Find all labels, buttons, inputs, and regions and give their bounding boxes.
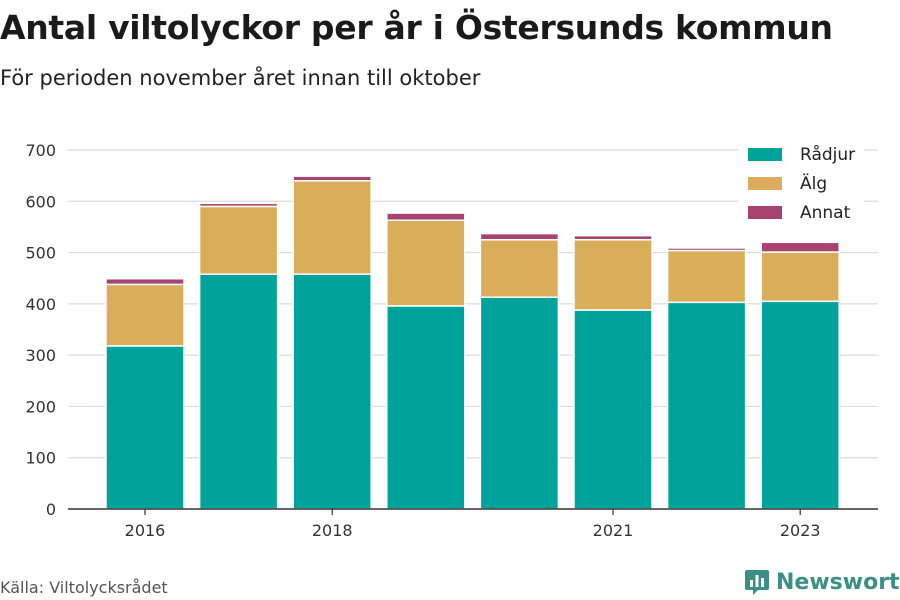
legend-label-annat: Annat — [800, 203, 851, 223]
chart-subtitle: För perioden november året innan till ok… — [0, 66, 481, 90]
axes: 0 100 200 300 400 500 600 700 2016 2018 2021 2023 — [25, 141, 878, 540]
bar-2019-annat — [386, 212, 466, 222]
legend: Rådjur Älg Annat — [738, 140, 864, 228]
bar-2021-älg — [573, 239, 653, 311]
y-tick-label-500: 500 — [25, 244, 56, 263]
bar-2019-rådjur — [386, 305, 466, 510]
bar-2022-annat — [666, 247, 747, 252]
bar-2022-rådjur — [666, 301, 747, 510]
bar-2017-älg — [198, 205, 279, 275]
bar-2021-rådjur — [573, 309, 653, 510]
bar-2022-älg — [666, 249, 747, 304]
y-tick-label-100: 100 — [25, 449, 56, 468]
y-tick-label-300: 300 — [25, 346, 56, 365]
y-tick-label-0: 0 — [46, 500, 56, 519]
bar-2021-annat — [573, 234, 653, 241]
x-tick-label-2023: 2023 — [780, 521, 821, 540]
bar-2023-älg — [760, 251, 840, 303]
bar-2020-rådjur — [479, 296, 560, 510]
bar-2018-älg — [292, 180, 372, 275]
bar-2023-rådjur — [760, 300, 840, 510]
bar-2019-älg — [386, 219, 466, 307]
y-tick-label-200: 200 — [25, 397, 56, 416]
brand-logo: Newsworthy — [744, 568, 900, 596]
bar-2016-annat — [105, 277, 185, 286]
x-tick-label-2016: 2016 — [125, 521, 166, 540]
bars — [105, 175, 840, 510]
bar-2020-annat — [479, 232, 560, 241]
bar-2017-annat — [198, 202, 279, 208]
chart-title: Antal viltolyckor per år i Östersunds ko… — [0, 8, 833, 47]
bar-2018-annat — [292, 175, 372, 182]
bar-chart-badge-icon — [745, 570, 769, 595]
bar-2018-rådjur — [292, 273, 372, 510]
bar-2020-älg — [479, 239, 560, 298]
x-tick-label-2021: 2021 — [593, 521, 634, 540]
source-note: Källa: Viltolycksrådet — [0, 578, 168, 597]
x-tick-label-2018: 2018 — [312, 521, 353, 540]
y-tick-label-700: 700 — [25, 141, 56, 160]
legend-label-rådjur: Rådjur — [800, 144, 855, 165]
legend-swatch-rådjur — [748, 148, 782, 161]
bar-2017-rådjur — [198, 273, 279, 510]
legend-swatch-annat — [748, 206, 782, 219]
legend-label-älg: Älg — [800, 173, 827, 194]
bar-2016-älg — [105, 283, 185, 347]
legend-swatch-älg — [748, 177, 782, 190]
y-tick-label-400: 400 — [25, 295, 56, 314]
y-tick-label-600: 600 — [25, 192, 56, 211]
bar-2023-annat — [760, 241, 840, 253]
bar-2016-rådjur — [105, 345, 185, 510]
brand-name: Newsworthy — [776, 569, 900, 595]
